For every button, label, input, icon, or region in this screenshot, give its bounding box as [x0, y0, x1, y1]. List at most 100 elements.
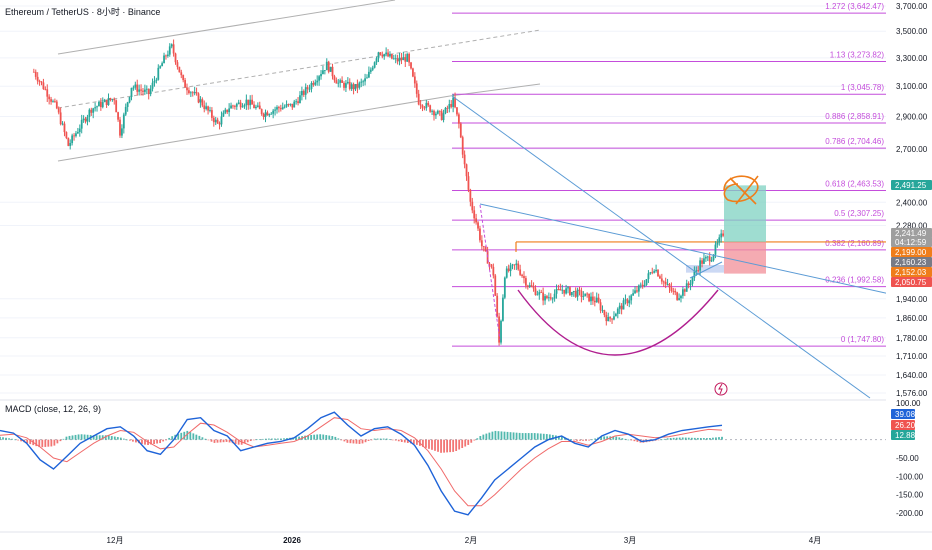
candle-body[interactable]	[609, 317, 612, 319]
candle-body[interactable]	[412, 68, 414, 77]
candle-body[interactable]	[505, 268, 508, 278]
time-axis[interactable]: 12月 2026 2月 3月 4月	[0, 531, 932, 545]
candle-body[interactable]	[138, 89, 141, 92]
candle-body[interactable]	[78, 128, 81, 132]
short-trendline[interactable]	[689, 261, 723, 279]
candle-body[interactable]	[356, 84, 359, 88]
candle-body[interactable]	[580, 290, 583, 297]
candle-body[interactable]	[657, 269, 659, 277]
candle-body[interactable]	[563, 289, 566, 294]
candle-body[interactable]	[603, 310, 606, 315]
candle-body[interactable]	[300, 90, 303, 96]
candle-body[interactable]	[335, 80, 338, 84]
candle-body[interactable]	[509, 265, 512, 272]
candle-body[interactable]	[479, 228, 481, 241]
candle-body[interactable]	[130, 87, 133, 98]
candle-body[interactable]	[109, 98, 112, 100]
candle-body[interactable]	[314, 82, 317, 85]
candle-body[interactable]	[166, 54, 169, 57]
candle-body[interactable]	[184, 80, 186, 88]
candle-body[interactable]	[226, 109, 229, 113]
candle-body[interactable]	[595, 297, 598, 303]
candle-body[interactable]	[243, 105, 246, 107]
candle-body[interactable]	[333, 76, 336, 81]
candle-body[interactable]	[588, 293, 590, 302]
candle-body[interactable]	[584, 293, 587, 297]
macd-value-badge[interactable]	[891, 430, 915, 440]
candle-body[interactable]	[517, 263, 520, 270]
candle-body[interactable]	[241, 106, 244, 108]
candle-body[interactable]	[285, 104, 288, 107]
candle-body[interactable]	[339, 80, 342, 83]
candle-body[interactable]	[134, 84, 137, 88]
candle-body[interactable]	[176, 62, 179, 67]
candle-body[interactable]	[685, 283, 688, 292]
candle-body[interactable]	[480, 240, 483, 247]
candle-body[interactable]	[189, 92, 192, 94]
candle-body[interactable]	[567, 287, 569, 289]
candle-body[interactable]	[99, 101, 102, 108]
macd-line[interactable]	[0, 411, 723, 516]
candle-body[interactable]	[576, 289, 579, 297]
candle-body[interactable]	[718, 237, 721, 243]
candle-body[interactable]	[664, 281, 667, 285]
candle-body[interactable]	[214, 119, 217, 123]
candle-body[interactable]	[92, 108, 95, 113]
price-badge[interactable]	[891, 237, 932, 247]
candle-body[interactable]	[302, 90, 305, 95]
candle-body[interactable]	[626, 299, 629, 304]
candle-body[interactable]	[408, 53, 411, 63]
candle-body[interactable]	[703, 258, 705, 264]
candle-body[interactable]	[287, 104, 290, 105]
candle-body[interactable]	[636, 290, 638, 292]
candle-body[interactable]	[561, 289, 564, 291]
candle-body[interactable]	[526, 285, 529, 288]
candle-body[interactable]	[542, 292, 545, 301]
candle-body[interactable]	[358, 82, 361, 88]
candle-body[interactable]	[695, 270, 698, 272]
position-stop-zone[interactable]	[724, 241, 766, 274]
candle-body[interactable]	[117, 112, 119, 120]
candle-body[interactable]	[40, 81, 43, 83]
candle-body[interactable]	[232, 105, 234, 107]
candle-body[interactable]	[574, 290, 577, 297]
candle-body[interactable]	[452, 97, 455, 107]
candle-body[interactable]	[659, 276, 661, 279]
candle-body[interactable]	[649, 272, 652, 274]
candle-body[interactable]	[691, 277, 694, 284]
candle-body[interactable]	[46, 89, 49, 97]
candle-body[interactable]	[61, 123, 64, 125]
candle-body[interactable]	[582, 296, 585, 298]
candle-body[interactable]	[50, 99, 52, 102]
candle-body[interactable]	[459, 123, 462, 138]
candle-body[interactable]	[415, 83, 418, 94]
candle-body[interactable]	[354, 84, 357, 90]
candle-body[interactable]	[614, 313, 617, 317]
candle-body[interactable]	[293, 101, 296, 108]
candle-body[interactable]	[425, 102, 428, 109]
candle-body[interactable]	[76, 131, 79, 134]
candle-body[interactable]	[310, 83, 313, 89]
candle-body[interactable]	[322, 70, 324, 74]
candle-body[interactable]	[463, 154, 466, 165]
candle-body[interactable]	[429, 105, 432, 112]
candle-body[interactable]	[75, 133, 77, 137]
candle-body[interactable]	[660, 278, 663, 282]
candle-body[interactable]	[281, 107, 284, 110]
candle-body[interactable]	[143, 89, 146, 92]
candle-body[interactable]	[245, 99, 248, 106]
descending-trendline[interactable]	[451, 95, 871, 399]
candle-body[interactable]	[396, 58, 399, 62]
candle-body[interactable]	[590, 296, 592, 302]
candle-body[interactable]	[343, 82, 345, 88]
candle-body[interactable]	[101, 102, 104, 108]
candle-body[interactable]	[80, 119, 83, 129]
candle-body[interactable]	[467, 176, 470, 190]
candle-body[interactable]	[488, 263, 491, 265]
candle-body[interactable]	[511, 264, 514, 266]
candle-body[interactable]	[498, 316, 500, 343]
candle-body[interactable]	[413, 76, 416, 84]
candle-body[interactable]	[113, 99, 116, 101]
candle-body[interactable]	[722, 233, 724, 236]
candle-body[interactable]	[708, 256, 711, 262]
